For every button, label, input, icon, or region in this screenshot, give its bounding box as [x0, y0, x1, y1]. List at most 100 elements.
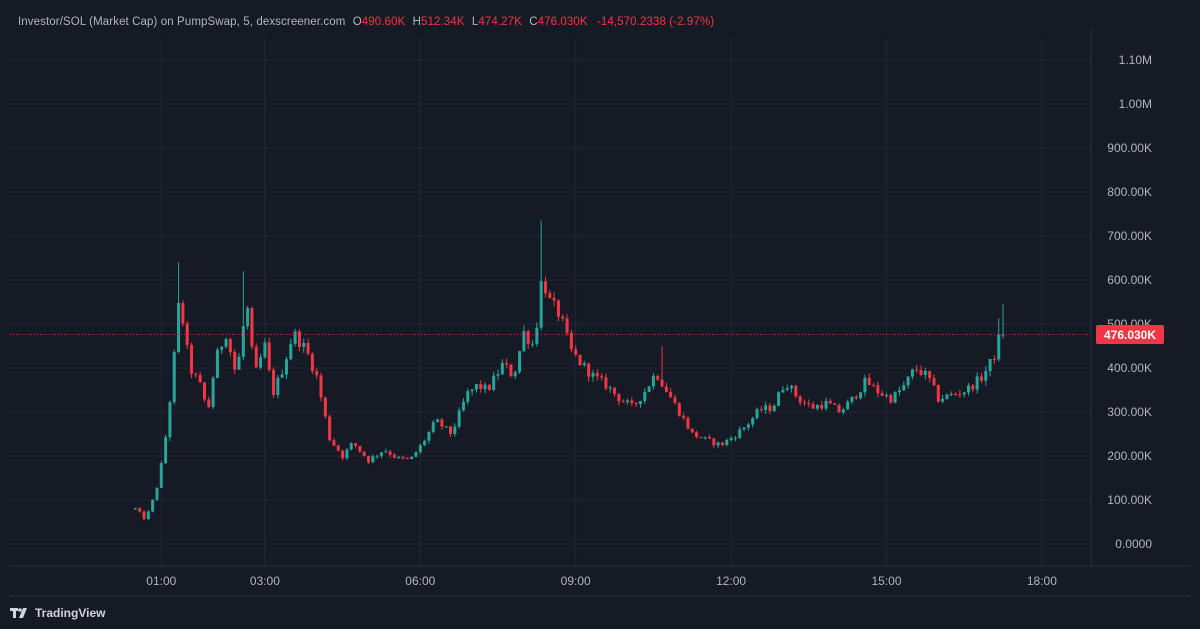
candle-body	[207, 399, 211, 407]
candle-body	[250, 308, 254, 347]
candle-body	[254, 346, 258, 368]
candle-body	[535, 327, 539, 344]
open-value: 490.60K	[361, 16, 406, 28]
candle-body	[716, 442, 720, 446]
candle-body	[833, 403, 837, 405]
candle-body	[500, 362, 504, 375]
candle-body	[181, 302, 185, 324]
candle-body	[505, 362, 509, 365]
tradingview-brand[interactable]: TradingView	[10, 604, 105, 622]
candle-body	[518, 351, 522, 373]
y-tick-label: 100.00K	[1107, 493, 1152, 507]
candle-body	[388, 451, 392, 455]
candle-body	[556, 300, 560, 317]
candle-body	[923, 370, 927, 376]
low-value: 474.27K	[478, 16, 522, 28]
tradingview-logo-icon	[10, 608, 27, 618]
candle-body	[565, 318, 569, 333]
candle-body	[133, 508, 137, 510]
candle-body	[418, 445, 422, 453]
candle-body	[664, 386, 668, 393]
y-tick-label: 900.00K	[1107, 141, 1152, 155]
candle-body	[220, 346, 224, 350]
y-tick-label: 300.00K	[1107, 405, 1152, 419]
candle-body	[487, 384, 491, 390]
candle-body	[759, 409, 763, 411]
candle-body	[293, 331, 297, 344]
candle-body	[479, 384, 483, 390]
y-tick-label: 700.00K	[1107, 229, 1152, 243]
candle-body	[397, 456, 401, 458]
y-tick-label: 800.00K	[1107, 185, 1152, 199]
candle-body	[138, 508, 142, 512]
close-label: C	[529, 16, 538, 28]
candle-body	[690, 428, 694, 433]
candle-body	[885, 394, 888, 396]
candle-body	[846, 401, 850, 410]
candle-body	[548, 293, 552, 298]
candle-body	[233, 352, 237, 370]
candle-body	[854, 396, 858, 399]
candle-body	[401, 456, 405, 459]
candle-body	[332, 440, 336, 446]
candle-body	[859, 392, 863, 399]
candle-body	[742, 427, 746, 430]
candle-body	[910, 369, 914, 377]
y-tick-label: 1.10M	[1119, 53, 1152, 67]
candle-body	[306, 343, 310, 354]
candle-body	[781, 389, 785, 393]
candle-body	[177, 302, 181, 353]
candle-body	[228, 339, 232, 353]
candle-body	[872, 384, 876, 386]
candle-body	[621, 401, 625, 403]
candle-body	[997, 334, 1001, 360]
candle-body	[626, 400, 629, 402]
candle-body	[341, 450, 345, 459]
candle-body	[384, 451, 388, 453]
candle-body	[358, 445, 362, 452]
candle-body	[660, 379, 664, 387]
candle-body	[405, 458, 409, 460]
candle-body	[267, 342, 271, 370]
candle-body	[932, 378, 936, 386]
candle-body	[431, 422, 435, 432]
candle-body	[746, 424, 750, 428]
candle-body	[600, 376, 604, 378]
candle-body	[190, 344, 194, 374]
candle-body	[539, 281, 543, 328]
candle-body	[867, 377, 871, 385]
candle-body	[643, 391, 647, 401]
y-tick-label: 600.00K	[1107, 273, 1152, 287]
candle-body	[785, 388, 789, 390]
candle-body	[915, 369, 919, 371]
candle-body	[768, 405, 772, 412]
candle-body	[513, 372, 517, 377]
candle-body	[794, 385, 798, 397]
low-label: L	[471, 16, 479, 28]
candle-body	[919, 370, 923, 376]
candle-body	[906, 376, 910, 386]
candle-body	[276, 377, 280, 396]
candle-body	[159, 463, 163, 488]
candle-body	[798, 396, 802, 403]
candle-body	[608, 387, 612, 389]
candle-body	[371, 456, 375, 463]
candle-body	[531, 343, 535, 345]
candle-body	[151, 499, 155, 512]
candle-body	[733, 437, 737, 439]
candle-body	[578, 354, 582, 366]
x-tick-label: 12:00	[716, 574, 746, 588]
candle-body	[272, 369, 276, 396]
candle-body	[802, 402, 806, 404]
candle-body	[362, 451, 366, 457]
symbol-title: Investor/SOL (Market Cap) on PumpSwap, 5…	[18, 16, 346, 28]
candle-body	[414, 452, 418, 457]
candle-body	[569, 332, 573, 350]
candle-body	[587, 363, 591, 377]
candle-body	[574, 349, 578, 355]
candle-body	[474, 384, 478, 390]
candle-body	[315, 371, 319, 376]
candle-body	[699, 437, 703, 439]
candle-body	[552, 297, 556, 301]
